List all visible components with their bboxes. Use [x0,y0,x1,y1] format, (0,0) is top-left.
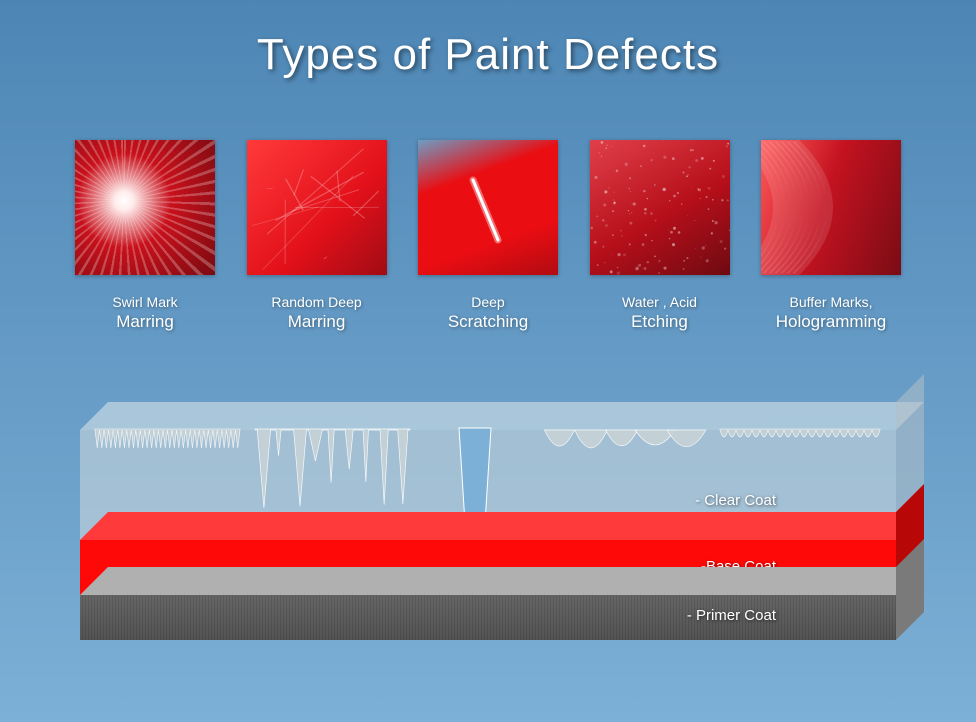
swatch-water-acid-etching: Water , AcidEtching [585,140,735,333]
swatch-label-top: Random Deep [271,293,361,311]
layer-clear-top [80,402,924,430]
swatch-random-deep-marring: Random DeepMarring [242,140,392,333]
swatch-label-swirl-mark-marring: Swirl MarkMarring [112,293,177,333]
page-title: Types of Paint Defects [0,30,976,80]
swatch-label-buffer-hologramming: Buffer Marks,Hologramming [776,293,887,333]
swatch-label-bottom: Scratching [448,311,528,333]
swatch-label-top: Deep [448,293,528,311]
swatch-image-water-acid-etching [590,140,730,275]
swatch-image-random-deep-marring [247,140,387,275]
swatch-label-bottom: Marring [112,311,177,333]
layer-primer-top [80,567,924,595]
cross-section: - Clear Coat -Base Coat - Primer Coat [80,390,896,690]
layer-clear-label: - Clear Coat [695,492,776,509]
swatch-deep-scratching: DeepScratching [413,140,563,333]
swatch-buffer-hologramming: Buffer Marks,Hologramming [756,140,906,333]
swatch-label-bottom: Etching [622,311,697,333]
swatch-label-random-deep-marring: Random DeepMarring [271,293,361,333]
swatch-row: Swirl MarkMarringRandom DeepMarringDeepS… [70,140,906,333]
swatch-image-deep-scratching [418,140,558,275]
layer-primer-label: - Primer Coat [687,607,776,624]
swatch-label-top: Swirl Mark [112,293,177,311]
swatch-label-water-acid-etching: Water , AcidEtching [622,293,697,333]
layer-base-top [80,512,924,540]
swatch-image-buffer-hologramming [761,140,901,275]
swatch-image-swirl-mark-marring [75,140,215,275]
swatch-label-top: Buffer Marks, [776,293,887,311]
swatch-label-bottom: Marring [271,311,361,333]
swatch-swirl-mark-marring: Swirl MarkMarring [70,140,220,333]
swatch-label-top: Water , Acid [622,293,697,311]
swatch-label-bottom: Hologramming [776,311,887,333]
swatch-label-deep-scratching: DeepScratching [448,293,528,333]
layer-primer: - Primer Coat [80,595,896,640]
